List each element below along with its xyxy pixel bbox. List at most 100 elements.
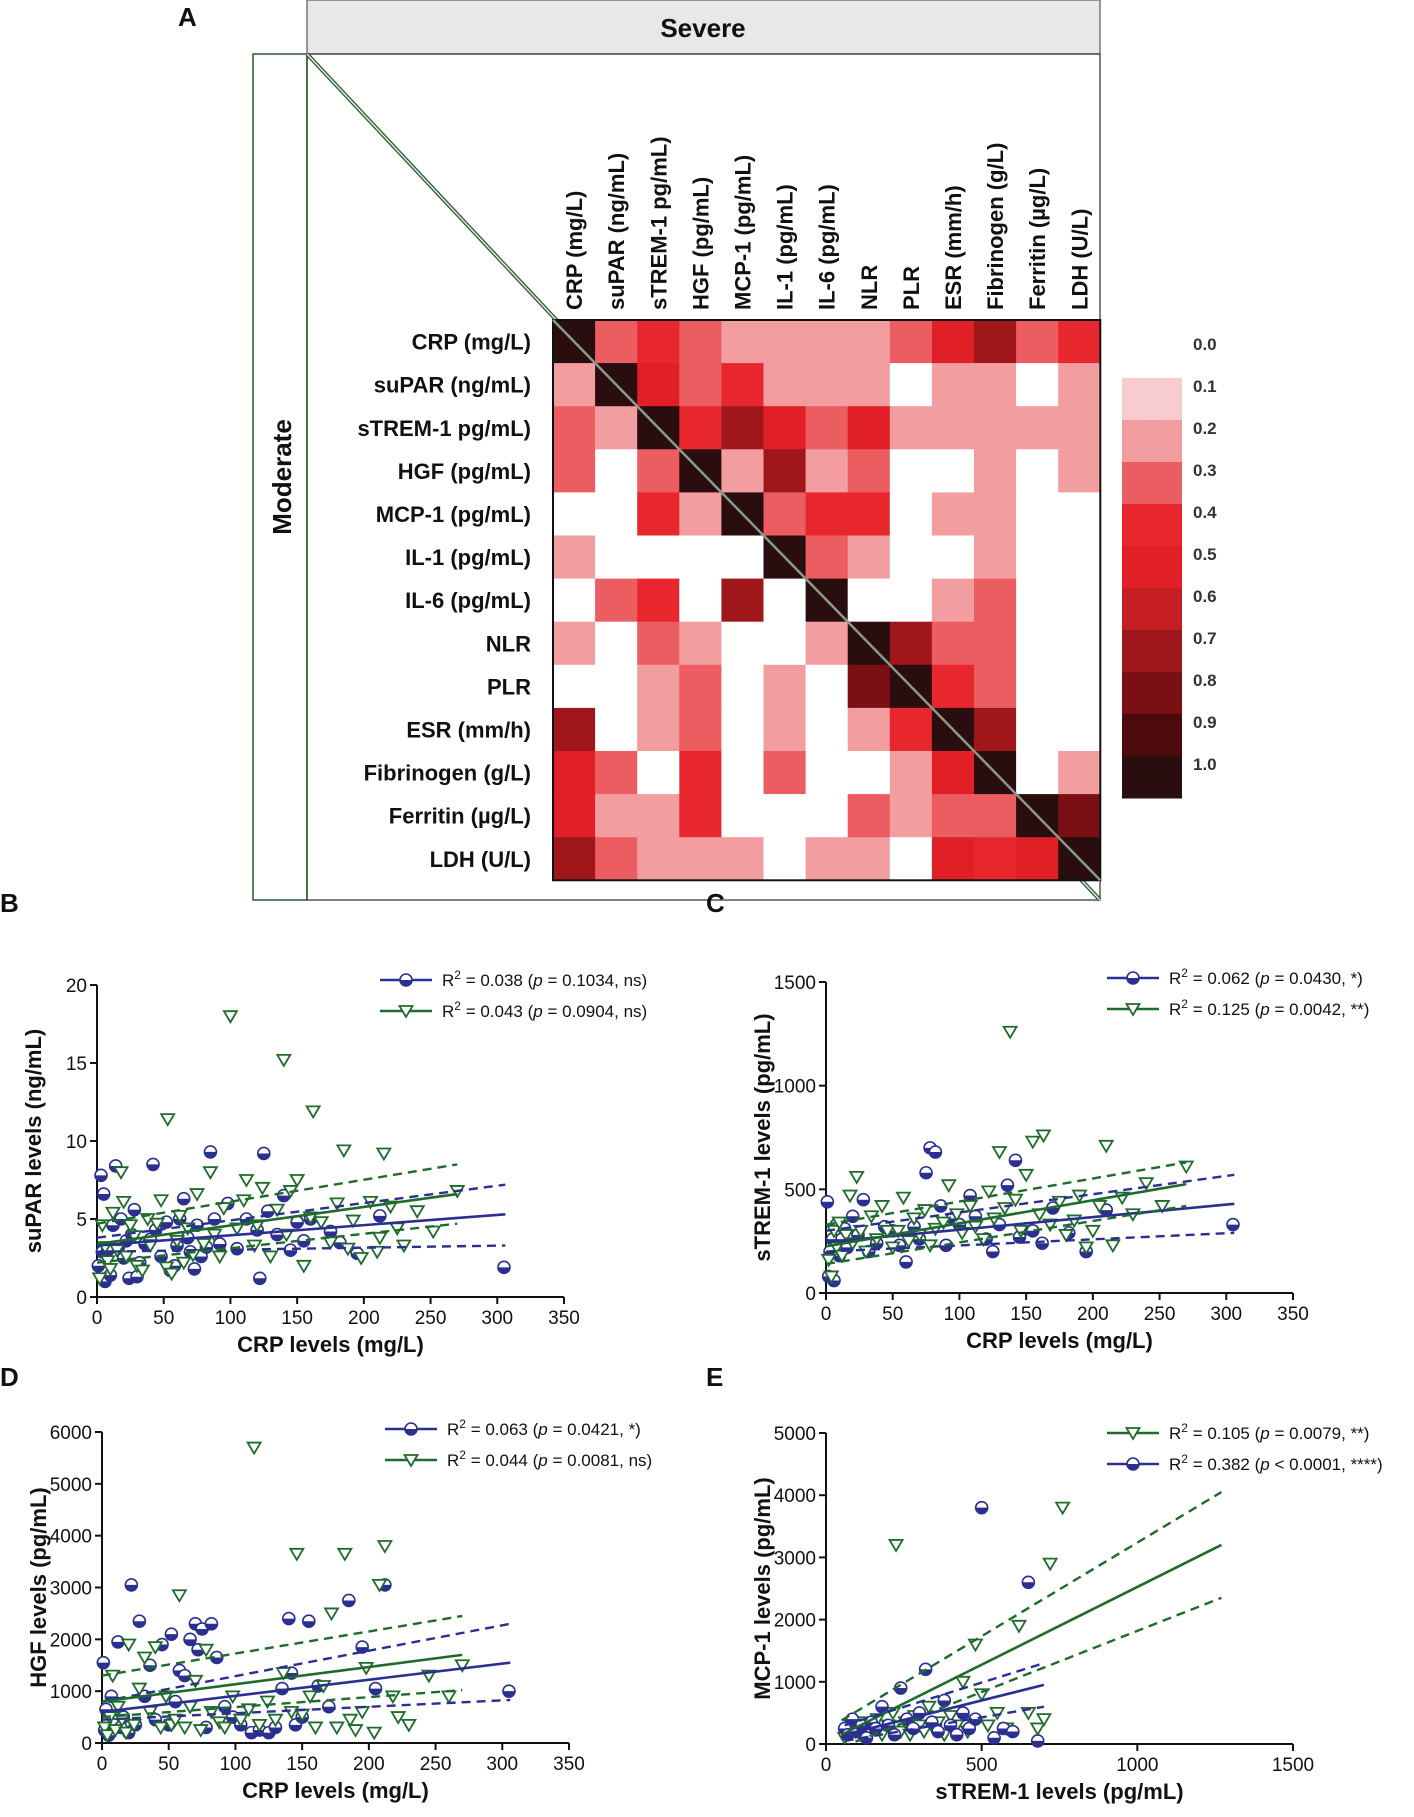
- point-fill: [1226, 1224, 1239, 1231]
- x-tick-label: 300: [1210, 1304, 1242, 1325]
- heatmap-cell: [637, 492, 680, 537]
- heatmap-cell: [637, 751, 680, 795]
- data-point: [820, 1194, 835, 1209]
- heatmap-row-label: HGF (pg/mL): [398, 459, 531, 484]
- legend-marker: [1124, 1003, 1142, 1017]
- heatmap-cell: [553, 535, 596, 580]
- data-point: [159, 1113, 176, 1127]
- data-point: [889, 1224, 907, 1239]
- x-tick-label: 1000: [1116, 1755, 1158, 1776]
- heatmap-column-label: suPAR (ng/mL): [604, 153, 629, 310]
- heatmap-cell: [679, 751, 722, 795]
- legend-marker: [402, 1454, 420, 1468]
- data-point: [152, 1194, 170, 1209]
- heatmap-cell: [553, 406, 596, 450]
- data-point: [288, 1547, 305, 1562]
- ci-upper-line: [844, 1661, 1045, 1727]
- heatmap-cell: [974, 621, 1017, 666]
- data-point: [176, 1721, 193, 1736]
- data-point: [980, 1185, 997, 1200]
- y-tick-label: 0: [81, 1734, 92, 1755]
- point-fill: [95, 1175, 108, 1182]
- data-point: [171, 1589, 188, 1604]
- y-tick-label: 5000: [50, 1475, 92, 1496]
- heatmap-cell: [763, 492, 807, 537]
- data-point: [117, 1726, 135, 1741]
- data-point: [366, 1726, 383, 1741]
- point-fill: [262, 1732, 275, 1739]
- heatmap-cell: [1016, 578, 1059, 623]
- data-point: [1084, 1224, 1101, 1239]
- moderate-group-label: Moderate: [267, 419, 297, 535]
- heatmap-cell: [553, 837, 596, 881]
- heatmap-cell: [595, 406, 638, 450]
- data-point: [1002, 1025, 1019, 1040]
- heatmap-row-label: Fibrinogen (g/L): [364, 761, 531, 786]
- y-tick-label: 500: [784, 1180, 816, 1201]
- point-fill: [975, 1507, 988, 1514]
- heatmap-row-label: sTREM-1 pg/mL): [357, 416, 531, 441]
- point-fill: [920, 1172, 933, 1179]
- heatmap-cell: [1058, 492, 1101, 537]
- heatmap-cell: [1016, 320, 1059, 364]
- heatmap-column-label: NLR: [857, 265, 882, 310]
- heatmap-cell: [889, 535, 933, 580]
- point-fill: [1036, 1243, 1049, 1250]
- data-point: [856, 1192, 871, 1207]
- heatmap-cell: [595, 794, 638, 838]
- heatmap-cell: [553, 794, 596, 838]
- heatmap-diagonal-line: [552, 319, 1102, 882]
- heatmap-cell: [553, 363, 596, 407]
- y-tick-label: 6000: [50, 1423, 92, 1444]
- color-scale-label: 1.0: [1193, 755, 1217, 774]
- data-point: [875, 1699, 889, 1714]
- point-fill: [302, 1621, 315, 1628]
- heatmap-cell: [595, 578, 638, 623]
- data-point: [202, 1166, 219, 1180]
- color-scale-label: 0.1: [1193, 377, 1217, 396]
- heatmap-cell: [974, 707, 1017, 752]
- heatmap-cell: [931, 794, 975, 838]
- heatmap-cell: [847, 449, 891, 493]
- point-fill: [900, 1261, 913, 1268]
- heatmap-cell: [974, 492, 1017, 537]
- point-fill: [277, 1195, 290, 1202]
- data-point: [96, 1655, 111, 1670]
- series-fit-severe: [97, 1163, 458, 1264]
- heatmap-cell: [679, 578, 722, 623]
- point-fill: [950, 1734, 963, 1741]
- point-fill: [107, 1225, 120, 1232]
- color-scale-label: 0.3: [1193, 461, 1217, 480]
- data-point: [820, 1253, 837, 1268]
- heatmap-cell: [974, 320, 1017, 364]
- data-point: [1000, 1178, 1015, 1192]
- data-point: [118, 1250, 135, 1265]
- data-point: [275, 1053, 292, 1068]
- heatmap-cell: [553, 664, 596, 709]
- point-fill: [138, 1696, 151, 1703]
- data-point: [899, 1255, 913, 1269]
- data-point: [262, 1250, 279, 1265]
- heatmap-cell: [679, 794, 722, 838]
- x-tick-label: 350: [1277, 1304, 1309, 1325]
- heatmap-cell: [763, 320, 807, 364]
- heatmap-row-label: LDH (U/L): [430, 847, 531, 872]
- data-point: [823, 1270, 840, 1285]
- point-fill: [876, 1706, 889, 1713]
- x-tick-label: 100: [944, 1304, 976, 1325]
- color-scale: 0.0 0.1 0.2 0.3 0.4 0.5 0.6 0.7 0.8 0.9 1.0: [1122, 335, 1217, 799]
- heatmap-column-label: ESR (mm/h): [941, 185, 966, 310]
- data-point: [127, 1202, 142, 1217]
- data-point: [259, 1695, 276, 1710]
- heatmap-column-label: CRP (mg/L): [562, 191, 587, 310]
- data-point: [1010, 1619, 1028, 1634]
- data-point: [987, 1730, 1001, 1745]
- data-point: [400, 1718, 417, 1733]
- heatmap-cell: [595, 535, 638, 580]
- y-axis-title: HGF levels (pg/mL): [26, 1487, 51, 1687]
- heatmap-cell: [721, 363, 765, 407]
- point-fill: [104, 1275, 117, 1282]
- data-point: [384, 1690, 401, 1705]
- point-fill: [932, 1731, 945, 1738]
- point-fill: [929, 1152, 942, 1159]
